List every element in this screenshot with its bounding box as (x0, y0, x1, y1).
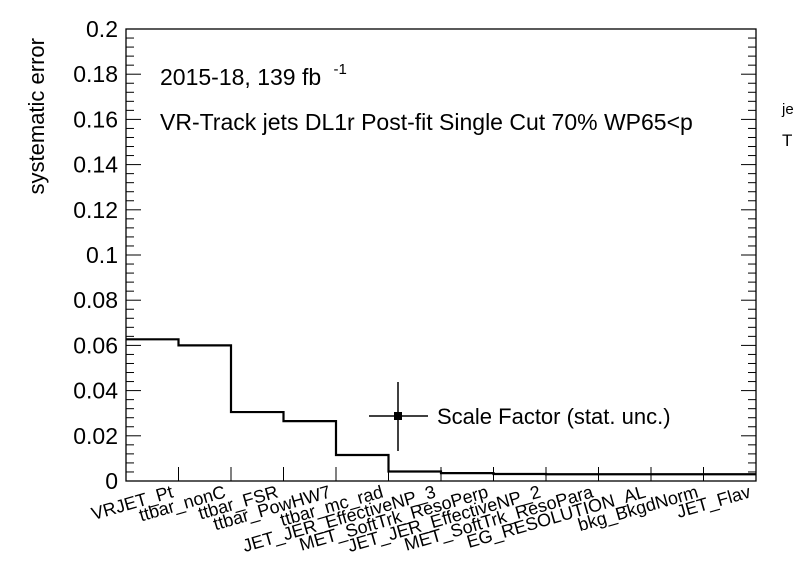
legend-label: Scale Factor (stat. unc.) (437, 404, 671, 429)
legend: Scale Factor (stat. unc.) (369, 382, 671, 451)
selection-annotation-superscript: je (781, 101, 794, 118)
y-tick-label: 0.04 (73, 378, 118, 404)
y-tick-label: 0.2 (86, 16, 118, 42)
legend-marker-square (394, 412, 402, 420)
lumi-annotation: 2015-18, 139 fb -1 (160, 61, 347, 90)
y-tick-label: 0.02 (73, 423, 118, 449)
lumi-annotation-sup: -1 (334, 61, 347, 78)
y-tick-label: 0.14 (73, 152, 118, 178)
y-tick-label: 0.16 (73, 106, 118, 132)
selection-annotation-subscript: T (782, 131, 792, 150)
y-tick-label: 0.08 (73, 287, 118, 313)
y-tick-label: 0.12 (73, 197, 118, 223)
y-tick-label: 0.18 (73, 61, 118, 87)
y-tick-label: 0.1 (86, 242, 118, 268)
lumi-annotation-main: 2015-18, 139 fb (160, 64, 321, 90)
y-axis-label: systematic error (24, 38, 49, 194)
selection-annotation: VR-Track jets DL1r Post-fit Single Cut 7… (160, 109, 693, 135)
y-tick-label: 0.06 (73, 332, 118, 358)
systematic-step-line (126, 338, 756, 476)
y-tick-label: 0 (105, 468, 118, 494)
